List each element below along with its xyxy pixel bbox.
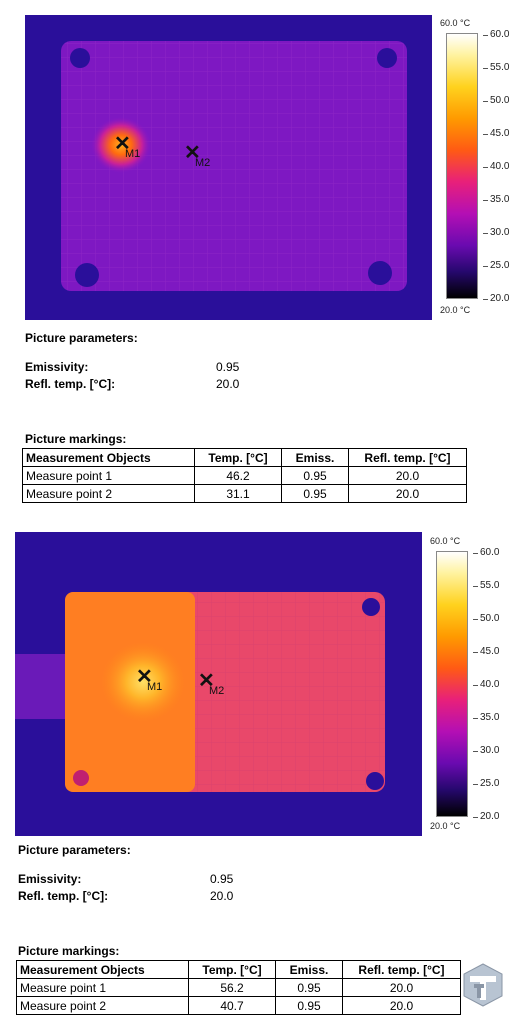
- scale-tick: 20.0: [472, 811, 500, 822]
- scale-tick: 30.0: [472, 745, 500, 756]
- markings-table: Measurement Objects Temp. [°C] Emiss. Re…: [22, 448, 467, 503]
- table-cell: 20.0: [348, 466, 467, 485]
- scale-tick: 60.0: [472, 547, 500, 558]
- cross-icon: ✕: [114, 133, 131, 155]
- marker-label: M2: [209, 685, 225, 697]
- scale-tick: 25.0: [482, 260, 510, 271]
- column-header: Temp. [°C]: [194, 448, 282, 467]
- table-cell: Measure point 1: [22, 466, 195, 485]
- table-cell: 0.95: [281, 466, 349, 485]
- cross-icon: ✕: [184, 142, 201, 164]
- column-header: Measurement Objects: [16, 960, 189, 979]
- table-cell: Measure point 2: [16, 996, 189, 1015]
- emissivity-label: Emissivity:: [18, 872, 82, 886]
- scale-tick: 30.0: [482, 227, 510, 238]
- picture-parameters-title: Picture parameters:: [25, 331, 138, 345]
- table-header-row: Measurement Objects Temp. [°C] Emiss. Re…: [16, 960, 461, 979]
- picture-markings-title: Picture markings:: [18, 944, 120, 958]
- emissivity-value: 0.95: [216, 360, 240, 374]
- table-cell: 46.2: [194, 466, 282, 485]
- scale-tick: 45.0: [472, 646, 500, 657]
- scale-tick: 50.0: [482, 95, 510, 106]
- scale-tick: 55.0: [472, 580, 500, 591]
- refl-temp-label: Refl. temp. [°C]:: [25, 377, 116, 391]
- scale-tick: 60.0: [482, 29, 510, 40]
- thermal-image-1: ✕ M1 ✕ M2: [25, 15, 432, 320]
- table-row: Measure point 1 46.2 0.95 20.0: [22, 466, 467, 485]
- picture-markings-title: Picture markings:: [25, 432, 127, 446]
- temperature-scale-1: 60.0 °C 60.0 55.0 50.0 45.0 40.0 35.0 30…: [440, 18, 520, 318]
- scale-min-label: 20.0 °C: [430, 821, 461, 831]
- cross-icon: ✕: [198, 670, 215, 692]
- table-cell: 20.0: [348, 484, 467, 503]
- column-header: Refl. temp. [°C]: [348, 448, 467, 467]
- marker-label: M2: [195, 157, 211, 169]
- scale-tick: 35.0: [472, 712, 500, 723]
- table-row: Measure point 2 40.7 0.95 20.0: [16, 996, 461, 1015]
- table-cell: 20.0: [342, 978, 461, 997]
- marker-label: M1: [147, 681, 163, 693]
- table-cell: 0.95: [275, 996, 343, 1015]
- table-row: Measure point 2 31.1 0.95 20.0: [22, 484, 467, 503]
- table-cell: Measure point 1: [16, 978, 189, 997]
- scale-tick: 25.0: [472, 778, 500, 789]
- emissivity-label: Emissivity:: [25, 360, 89, 374]
- column-header: Emiss.: [275, 960, 343, 979]
- tt-logo-icon: [462, 962, 504, 1008]
- table-header-row: Measurement Objects Temp. [°C] Emiss. Re…: [22, 448, 467, 467]
- color-scale-bar: [436, 551, 468, 817]
- scale-max-label: 60.0 °C: [430, 536, 461, 546]
- scale-tick: 35.0: [482, 194, 510, 205]
- column-header: Measurement Objects: [22, 448, 195, 467]
- scale-tick: 50.0: [472, 613, 500, 624]
- table-cell: 0.95: [275, 978, 343, 997]
- scale-max-label: 60.0 °C: [440, 18, 471, 28]
- column-header: Refl. temp. [°C]: [342, 960, 461, 979]
- table-cell: 0.95: [281, 484, 349, 503]
- color-scale-bar: [446, 33, 478, 299]
- table-cell: 40.7: [188, 996, 276, 1015]
- table-cell: Measure point 2: [22, 484, 195, 503]
- scale-min-label: 20.0 °C: [440, 305, 471, 315]
- marker-label: M1: [125, 148, 141, 160]
- cross-icon: ✕: [136, 666, 153, 688]
- table-cell: 31.1: [194, 484, 282, 503]
- scale-tick: 40.0: [482, 161, 510, 172]
- refl-temp-value: 20.0: [216, 377, 240, 391]
- emissivity-value: 0.95: [210, 872, 234, 886]
- scale-tick: 45.0: [482, 128, 510, 139]
- refl-temp-label: Refl. temp. [°C]:: [18, 889, 109, 903]
- table-cell: 56.2: [188, 978, 276, 997]
- scale-tick: 20.0: [482, 293, 510, 304]
- scale-tick: 40.0: [472, 679, 500, 690]
- refl-temp-value: 20.0: [210, 889, 234, 903]
- temperature-scale-2: 60.0 °C 60.0 55.0 50.0 45.0 40.0 35.0 30…: [430, 536, 520, 836]
- table-cell: 20.0: [342, 996, 461, 1015]
- picture-parameters-title: Picture parameters:: [18, 843, 131, 857]
- column-header: Emiss.: [281, 448, 349, 467]
- scale-tick: 55.0: [482, 62, 510, 73]
- markings-table: Measurement Objects Temp. [°C] Emiss. Re…: [16, 960, 461, 1015]
- thermal-image-2: ✕ M1 ✕ M2: [15, 532, 422, 836]
- column-header: Temp. [°C]: [188, 960, 276, 979]
- table-row: Measure point 1 56.2 0.95 20.0: [16, 978, 461, 997]
